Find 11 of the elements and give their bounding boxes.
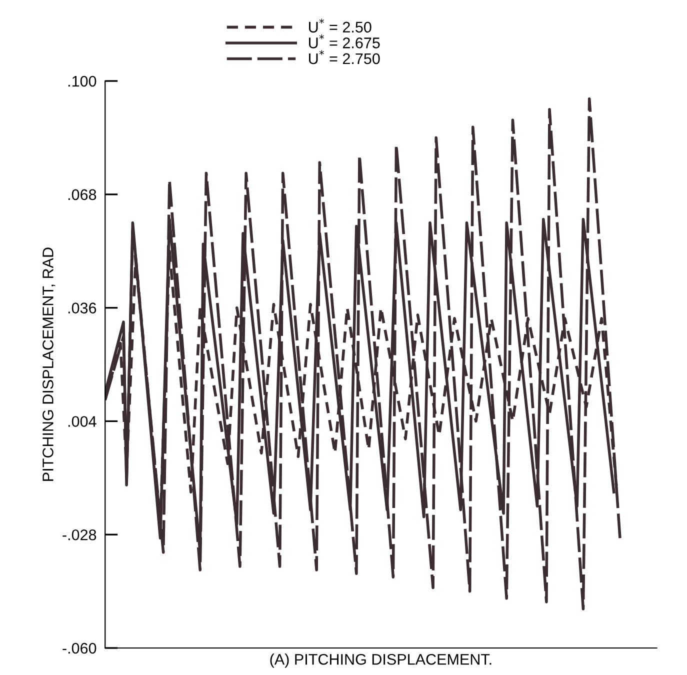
legend-label: U$^{*}$ = 2.50 [309,18,372,33]
y-tick-label: .068 [68,189,96,200]
legend-label: U$^{*}$ = 2.675 [309,34,380,48]
legend-label: U$^{*}$ = 2.750 [309,50,380,64]
y-tick-label: .036 [68,302,96,314]
x-axis-title: (A) PITCHING DISPLACEMENT. [270,654,492,668]
y-tick-label: -.060 [62,642,96,654]
y-tick-label: .100 [68,76,96,87]
y-tick-label: -.028 [62,529,96,540]
y-tick-label: .004 [68,416,96,427]
y-axis-title: PITCHING DISPLACEMENT, RAD [42,248,56,481]
